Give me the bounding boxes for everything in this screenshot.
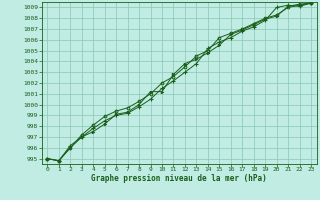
X-axis label: Graphe pression niveau de la mer (hPa): Graphe pression niveau de la mer (hPa) xyxy=(91,174,267,183)
